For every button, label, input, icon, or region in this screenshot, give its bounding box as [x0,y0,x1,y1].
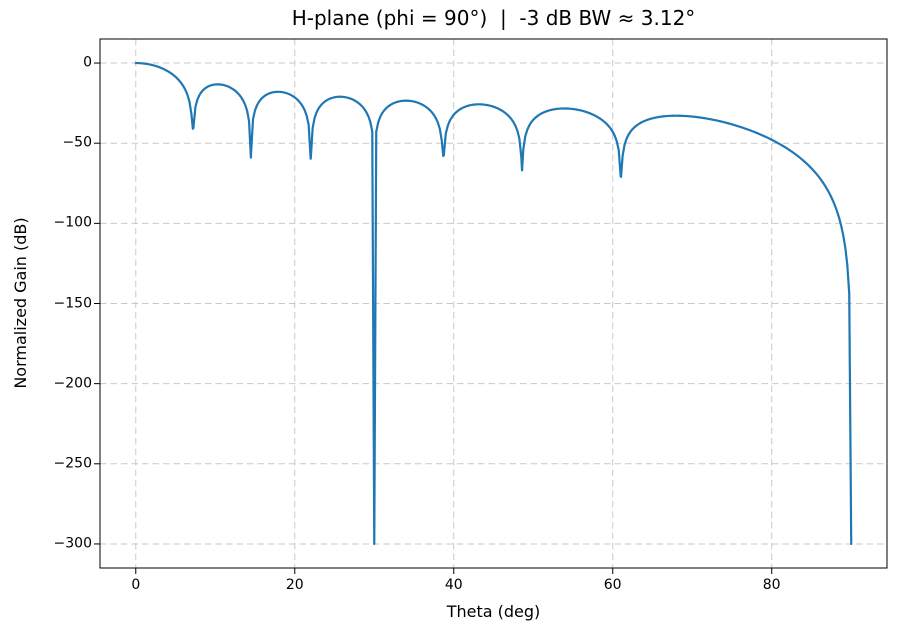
y-tick-label: −250 [53,455,92,472]
x-tick-label: 60 [603,577,622,593]
y-tick-label: −100 [53,214,92,231]
x-tick-label: 20 [285,577,304,593]
chart-title: H-plane (phi = 90°) | -3 dB BW ≈ 3.12° [291,6,696,30]
y-axis-label: Normalized Gain (dB) [11,217,30,389]
y-tick-label: −50 [62,134,92,151]
y-tick-label: −200 [53,375,92,392]
pattern-curve [134,61,853,546]
x-tick-label: 0 [131,577,141,593]
x-axis-label: Theta (deg) [446,602,541,621]
x-tick-label: 80 [762,577,781,593]
y-tick-label: −150 [53,295,92,311]
y-tick-label: 0 [83,54,92,71]
y-tick-label: −300 [53,535,92,552]
x-tick-label: 40 [444,577,463,593]
